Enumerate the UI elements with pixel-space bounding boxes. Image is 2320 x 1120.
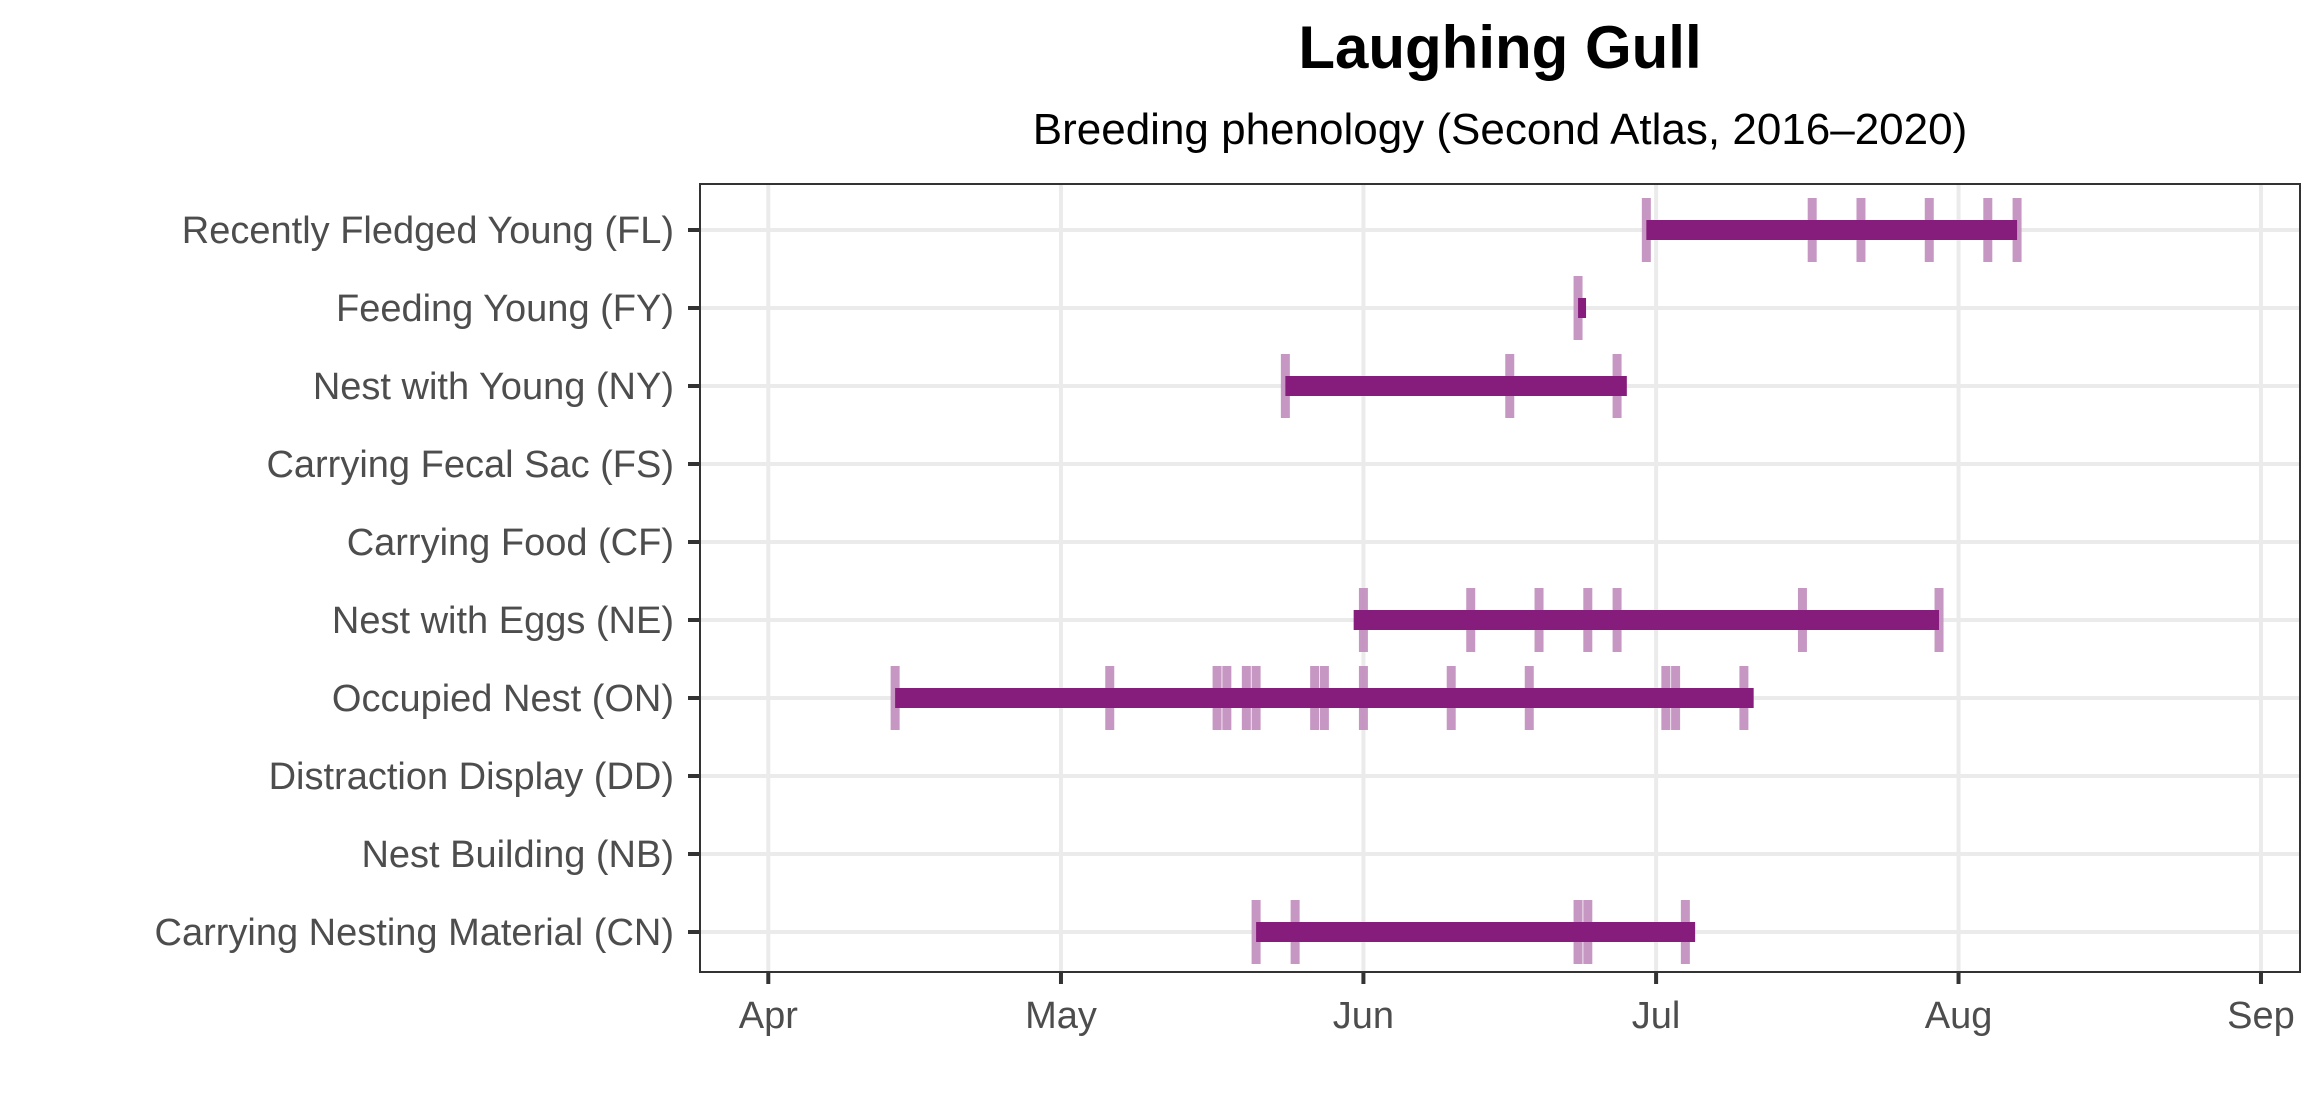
y-tick-label: Recently Fledged Young (FL) <box>182 210 674 252</box>
panel-border <box>699 183 2301 973</box>
x-tick-label: May <box>1025 995 1097 1037</box>
chart-title: Laughing Gull <box>1298 14 1701 81</box>
axis-layer: Recently Fledged Young (FL) Feeding Young… <box>155 210 2295 1037</box>
y-tick-label: Carrying Food (CF) <box>347 522 674 564</box>
y-tick-label: Distraction Display (DD) <box>269 756 674 798</box>
phenology-bar <box>1353 610 1940 630</box>
y-tick-label: Occupied Nest (ON) <box>332 678 674 720</box>
chart-subtitle: Breeding phenology (Second Atlas, 2016–2… <box>1033 105 1967 154</box>
y-tick-label: Nest with Young (NY) <box>313 366 674 408</box>
y-tick-label: Nest Building (NB) <box>361 834 674 876</box>
x-tick-label: Apr <box>739 995 798 1037</box>
marks-layer <box>890 198 2022 964</box>
phenology-bar <box>1578 298 1587 318</box>
phenology-bar <box>895 688 1754 708</box>
x-tick-label: Sep <box>2227 995 2295 1037</box>
y-tick-label: Carrying Fecal Sac (FS) <box>266 444 674 486</box>
y-tick-label: Feeding Young (FY) <box>336 288 674 330</box>
y-tick-label: Nest with Eggs (NE) <box>332 600 674 642</box>
phenology-bar <box>1285 376 1627 396</box>
grid-layer <box>700 184 2300 972</box>
phenology-bar <box>1256 922 1696 942</box>
x-tick-label: Aug <box>1925 995 1993 1037</box>
x-tick-label: Jul <box>1632 995 1681 1037</box>
phenology-bar <box>1646 220 2018 240</box>
y-tick-label: Carrying Nesting Material (CN) <box>155 912 674 954</box>
x-tick-label: Jun <box>1333 995 1394 1037</box>
